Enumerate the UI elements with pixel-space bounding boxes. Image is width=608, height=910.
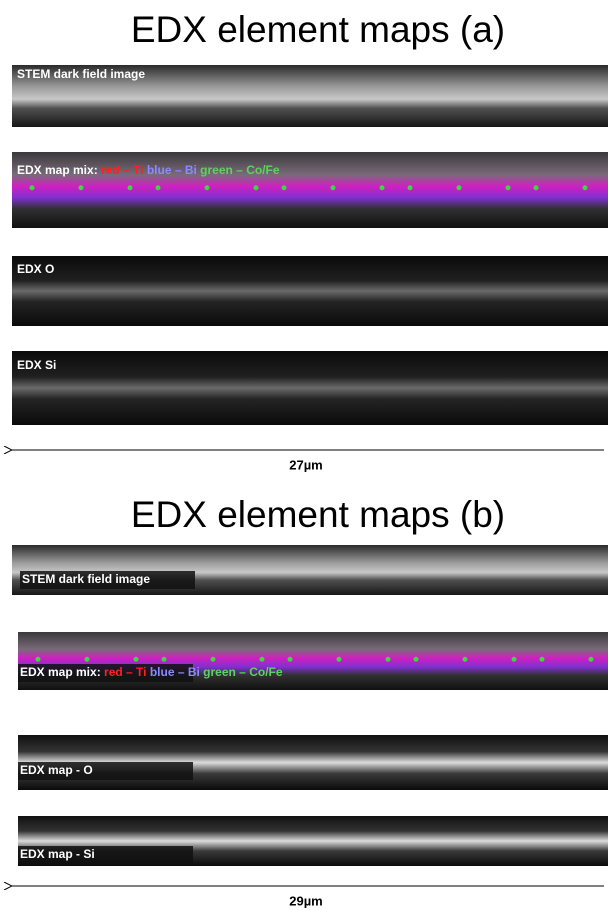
label-part: EDX map - O — [20, 763, 93, 777]
micrograph — [12, 256, 608, 326]
green-spot — [336, 656, 342, 662]
label-part: STEM dark field image — [17, 67, 145, 81]
green-spot — [155, 185, 161, 191]
label-part: blue – Bi — [147, 163, 200, 177]
label-part: red – Ti — [101, 163, 147, 177]
label-part: STEM dark field image — [22, 572, 150, 586]
label-part: EDX map mix: — [17, 163, 101, 177]
strip-label: STEM dark field image — [22, 572, 150, 586]
green-spot — [511, 656, 517, 662]
green-spot — [78, 185, 84, 191]
green-spot — [210, 656, 216, 662]
green-spot — [533, 185, 539, 191]
panel-title: EDX element maps (b) — [131, 494, 505, 535]
green-spot — [407, 185, 413, 191]
green-spot — [330, 185, 336, 191]
green-spot — [161, 656, 167, 662]
green-spot — [127, 185, 133, 191]
label-box — [20, 571, 195, 589]
scale-label: 29µm — [289, 893, 323, 908]
green-spot — [259, 656, 265, 662]
green-spot — [287, 656, 293, 662]
label-box — [18, 664, 193, 682]
strip-label: EDX map mix: red – Ti blue – Bi green – … — [20, 665, 283, 679]
scale-label: 27µm — [289, 457, 323, 472]
strip-label: EDX Si — [17, 358, 56, 372]
green-spot — [253, 185, 259, 191]
strip-label: STEM dark field image — [17, 67, 145, 81]
label-part: blue – Bi — [150, 665, 203, 679]
green-spot — [385, 656, 391, 662]
green-spot — [204, 185, 210, 191]
micrograph — [12, 65, 608, 127]
label-box — [18, 846, 193, 864]
label-part: green – Co/Fe — [203, 665, 283, 679]
label-part: green – Co/Fe — [200, 163, 280, 177]
label-part: EDX map - Si — [20, 847, 95, 861]
label-part: red – Ti — [104, 665, 150, 679]
green-spot — [133, 656, 139, 662]
green-spot — [588, 656, 594, 662]
label-part: EDX Si — [17, 358, 56, 372]
green-spot — [505, 185, 511, 191]
green-spot — [29, 185, 35, 191]
green-spot — [582, 185, 588, 191]
strip-label: EDX map mix: red – Ti blue – Bi green – … — [17, 163, 280, 177]
green-spot — [35, 656, 41, 662]
green-spot — [413, 656, 419, 662]
micrograph — [12, 351, 608, 425]
green-spot — [456, 185, 462, 191]
label-box — [18, 762, 193, 780]
green-spot — [84, 656, 90, 662]
green-spot — [379, 185, 385, 191]
strip-label: EDX O — [17, 262, 54, 276]
label-part: EDX O — [17, 262, 54, 276]
strip-label: EDX map - Si — [20, 847, 95, 861]
panel-title: EDX element maps (a) — [131, 9, 505, 50]
green-spot — [281, 185, 287, 191]
label-part: EDX map mix: — [20, 665, 104, 679]
green-spot — [462, 656, 468, 662]
green-spot — [539, 656, 545, 662]
strip-label: EDX map - O — [20, 763, 93, 777]
